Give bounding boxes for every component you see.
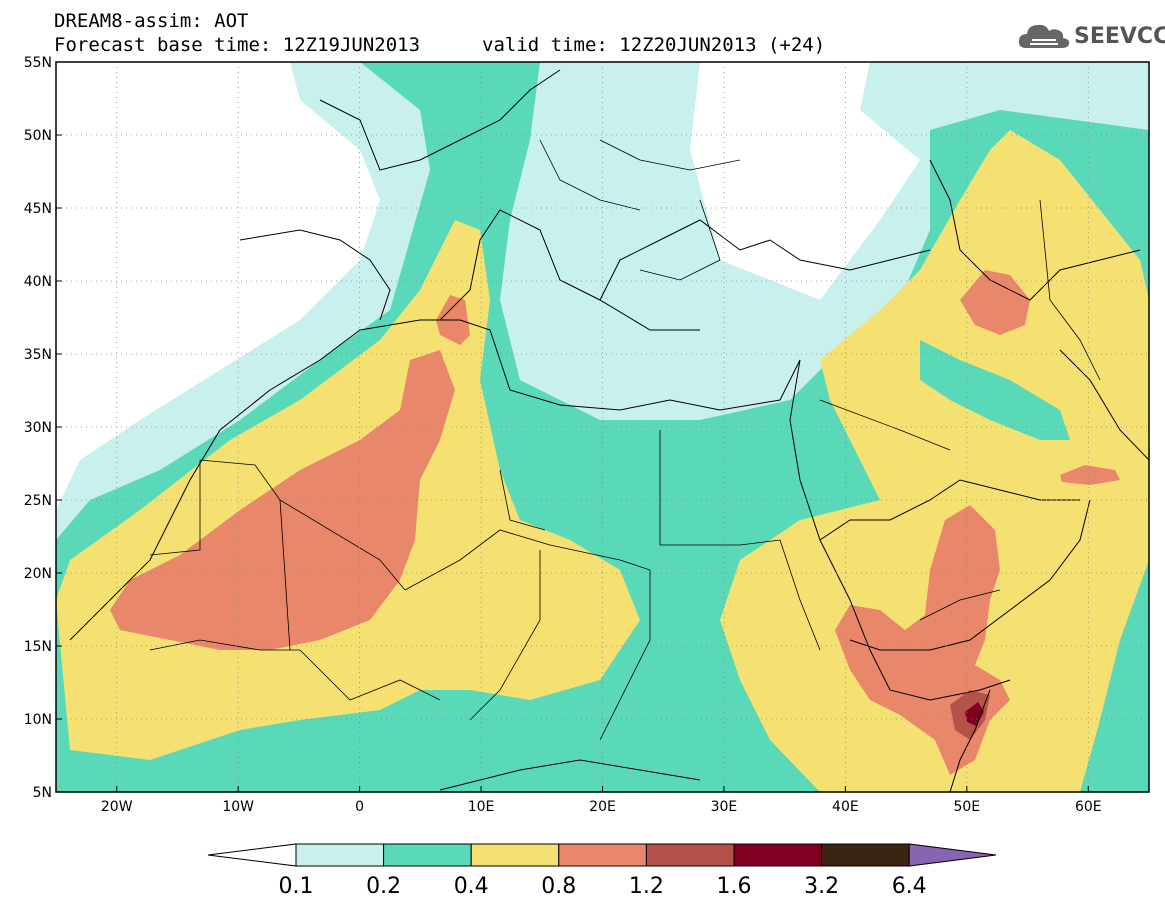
lat-label: 55N — [24, 55, 52, 71]
lon-label: 20E — [589, 799, 616, 815]
colorbar-segment — [821, 843, 910, 867]
lat-label: 10N — [24, 712, 52, 728]
lat-label: 15N — [24, 639, 52, 655]
aot-contour-0.8-iran — [1060, 465, 1120, 485]
lat-label: 5N — [33, 785, 52, 801]
colorbar-segment — [733, 843, 823, 867]
colorbar-label: 6.4 — [892, 874, 927, 899]
lon-label: 40E — [832, 799, 859, 815]
lat-label: 25N — [24, 493, 52, 509]
colorbar-min-arrow — [207, 843, 297, 867]
lon-label: 60E — [1075, 799, 1102, 815]
logo-text: SEEVCCC — [1074, 24, 1165, 49]
lon-label: 20W — [101, 799, 133, 815]
seevccc-logo: SEEVCCC — [1018, 20, 1165, 58]
colorbar-label: 1.6 — [717, 874, 752, 899]
lat-label: 35N — [24, 347, 52, 363]
lat-label: 45N — [24, 201, 52, 217]
aot-contour-0.8-sahara — [110, 350, 455, 650]
lon-label: 50E — [953, 799, 980, 815]
forecast-base-time: Forecast base time: 12Z19JUN2013 — [54, 34, 421, 56]
lon-label: 10E — [468, 799, 495, 815]
map-title: DREAM8-assim: AOT — [54, 10, 249, 32]
colorbar-label: 0.4 — [454, 874, 489, 899]
coastlines — [69, 69, 1149, 792]
colorbar-segment — [558, 843, 647, 867]
lon-label: 0 — [355, 799, 364, 815]
aot-contour-0.2-gulf — [920, 340, 1070, 440]
gridlines — [56, 62, 1149, 792]
colorbar-segment — [470, 843, 560, 867]
colorbar: 0.1 0.2 0.4 0.8 1.2 1.6 3.2 6.4 — [207, 843, 997, 899]
lon-label: 30E — [711, 799, 738, 815]
aot-contour-0.8-caspian — [960, 270, 1030, 335]
colorbar-label: 0.2 — [366, 874, 401, 899]
colorbar-max-arrow — [908, 843, 997, 867]
colorbar-label: 0.8 — [541, 874, 576, 899]
colorbar-segment — [645, 843, 735, 867]
lon-label: 10W — [222, 799, 254, 815]
colorbar-segment — [383, 843, 472, 867]
cloud-icon — [1018, 24, 1070, 48]
valid-time: valid time: 12Z20JUN2013 (+24) — [482, 34, 826, 56]
colorbar-segment — [295, 843, 385, 867]
colorbar-label: 0.1 — [279, 874, 314, 899]
country-borders — [149, 139, 1101, 741]
lat-label: 50N — [24, 128, 52, 144]
lat-label: 20N — [24, 566, 52, 582]
lat-label: 40N — [24, 274, 52, 290]
longitude-labels: 20W 10W 0 10E 20E 30E 40E 50E 60E — [101, 786, 1102, 815]
aot-contour-0.4-east — [720, 130, 1149, 792]
colorbar-label: 1.2 — [629, 874, 664, 899]
latitude-labels: 55N 50N 45N 40N 35N 30N 25N 20N 15N 10N 5N — [24, 55, 62, 801]
lat-label: 30N — [24, 420, 52, 436]
colorbar-label: 3.2 — [804, 874, 839, 899]
